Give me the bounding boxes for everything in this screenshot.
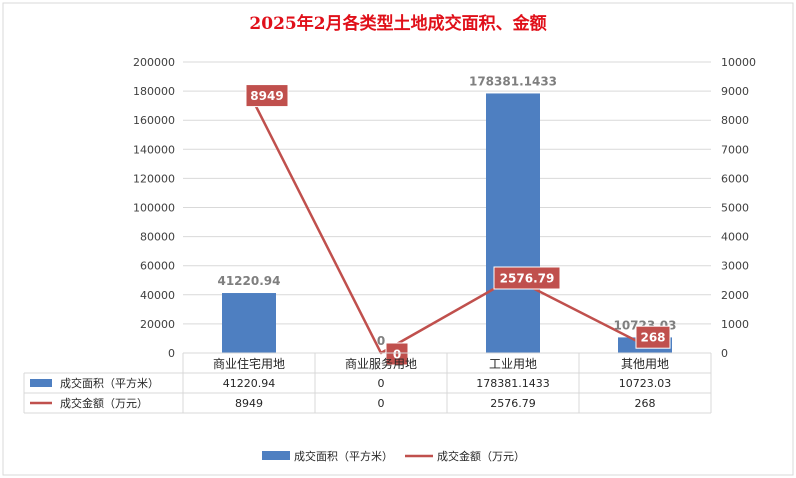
bar-data-label: 178381.1433 [469, 74, 557, 88]
right-axis-tick-label: 5000 [721, 202, 749, 215]
bar [222, 293, 276, 353]
right-axis-tick-label: 2000 [721, 289, 749, 302]
left-axis-tick-label: 100000 [133, 202, 175, 215]
bar [486, 93, 540, 353]
legend-label: 成交面积（平方米） [294, 449, 393, 463]
line-data-label: 8949 [250, 89, 283, 103]
line-data-label-box [635, 325, 671, 349]
line-data-label: 268 [640, 331, 665, 345]
category-label: 商业住宅用地 [213, 356, 285, 371]
right-axis-tick-label: 6000 [721, 172, 749, 185]
left-axis-tick-label: 40000 [140, 289, 175, 302]
right-axis-tick-label: 1000 [721, 318, 749, 331]
table-row-header: 成交面积（平方米） [60, 376, 159, 390]
left-axis-tick-label: 0 [168, 347, 175, 360]
left-axis-tick-label: 200000 [133, 56, 175, 69]
line-data-label: 2576.79 [500, 272, 555, 286]
left-axis-tick-label: 180000 [133, 85, 175, 98]
legend: 成交面积（平方米） 成交金额（万元） [262, 449, 525, 463]
right-axis-tick-label: 10000 [721, 56, 756, 69]
right-axis: 0 1000 2000 3000 4000 5000 6000 7000 8000 9000 100… [721, 56, 756, 360]
line-series [247, 92, 646, 355]
left-axis-tick-label: 80000 [140, 231, 175, 244]
left-axis-tick-label: 160000 [133, 114, 175, 127]
line-data-label-box [493, 266, 561, 290]
left-axis-tick-label: 60000 [140, 260, 175, 273]
right-axis-tick-label: 0 [721, 347, 728, 360]
line-data-label-box [385, 342, 409, 366]
table-cell: 268 [635, 397, 656, 410]
data-table: 商业住宅用地 41220.94 8949 商业服务用地 0 0 工业用地 178381.143… [23, 352, 712, 414]
right-axis-tick-label: 7000 [721, 143, 749, 156]
table-cell: 8949 [235, 397, 263, 410]
legend-key-bar [262, 451, 290, 460]
table-cell: 2576.79 [490, 397, 536, 410]
legend-label: 成交金额（万元） [437, 449, 525, 463]
category-label: 其他用地 [621, 357, 669, 371]
right-axis-tick-label: 8000 [721, 114, 749, 127]
bar-data-label: 41220.94 [217, 274, 280, 288]
bar-data-label: 0 [377, 334, 385, 348]
table-cell: 0 [378, 377, 385, 390]
left-axis-tick-label: 120000 [133, 172, 175, 185]
left-axis-tick-label: 140000 [133, 143, 175, 156]
table-cell: 178381.1433 [476, 377, 549, 390]
table-cell: 10723.03 [619, 377, 672, 390]
category-label: 商业服务用地 [345, 356, 417, 371]
right-axis-tick-label: 4000 [721, 231, 749, 244]
left-axis-tick-label: 20000 [140, 318, 175, 331]
category-label: 工业用地 [489, 357, 537, 371]
data-labels: 41220.940178381.143310723.03894902576.79… [217, 74, 677, 366]
right-axis-tick-label: 9000 [721, 85, 749, 98]
table-key-bar [30, 379, 52, 387]
line-data-label-box [245, 84, 289, 108]
bar-series [222, 93, 672, 353]
chart-title: 2025年2月各类型土地成交面积、金额 [249, 13, 546, 34]
right-axis-tick-label: 3000 [721, 260, 749, 273]
table-row-header: 成交金额（万元） [60, 396, 148, 410]
left-axis: 0 20000 40000 60000 80000 100000 120000 140000 1… [133, 56, 175, 360]
line-data-label: 0 [393, 348, 401, 362]
line-path [247, 92, 646, 355]
table-cell: 41220.94 [223, 377, 276, 390]
table-cell: 0 [378, 397, 385, 410]
